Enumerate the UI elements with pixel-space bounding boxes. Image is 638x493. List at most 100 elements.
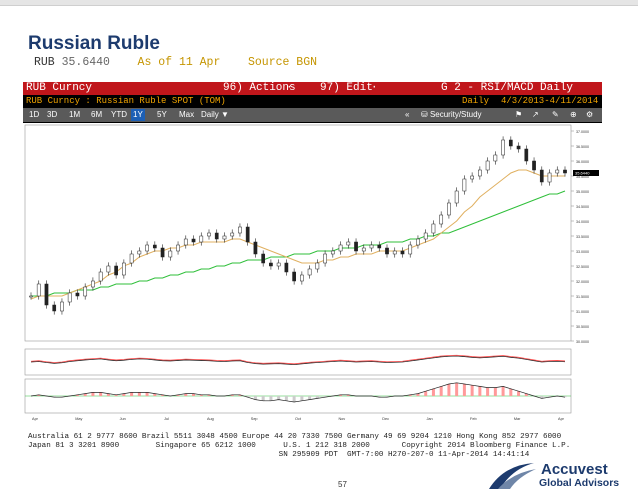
range-button-6m[interactable]: 6M xyxy=(91,110,103,119)
candle-body xyxy=(106,265,111,273)
range-button-ytd[interactable]: YTD xyxy=(111,110,127,119)
range-button-5y[interactable]: 5Y xyxy=(157,110,167,119)
macd-bar xyxy=(184,393,188,396)
ma-short-line xyxy=(30,169,565,300)
candle-body xyxy=(524,148,529,162)
candle-body xyxy=(36,283,41,297)
collapse-icon[interactable]: « xyxy=(405,110,410,119)
macd-bar xyxy=(431,388,435,396)
slide-title: Russian Ruble xyxy=(28,33,160,54)
x-tick-label: Sep xyxy=(251,417,258,421)
range-button-1y[interactable]: 1Y xyxy=(131,109,145,121)
line-tool-icon[interactable]: ↗ xyxy=(532,110,539,119)
y-tick-label: 30.0000 xyxy=(576,340,589,344)
settings-gear-icon[interactable]: ⚙ xyxy=(586,110,594,119)
annotate-icon[interactable]: ✎ xyxy=(552,110,559,119)
security-study-button[interactable]: ⛁ Security/Study xyxy=(419,109,484,121)
chart-toolbar: « ⛁ Security/Study ⚑ ↗ ✎ ⊕ ⚙ 1D 3D 1M 6M YTD… xyxy=(23,108,602,122)
edit-menu[interactable]: 97) Edit xyxy=(320,82,373,94)
security-description-bar: RUB Curncy : Russian Ruble SPOT (TOM) Da… xyxy=(23,96,602,107)
zoom-icon[interactable]: ⊕ xyxy=(570,110,577,119)
pin-icon[interactable]: ⚑ xyxy=(515,110,523,119)
macd-bar xyxy=(455,382,459,396)
candle-body xyxy=(137,250,142,255)
candle-body xyxy=(52,304,57,312)
macd-bar xyxy=(563,396,567,398)
macd-bar xyxy=(277,396,281,400)
range-button-3d[interactable]: 3D xyxy=(47,110,58,119)
macd-bar xyxy=(315,396,319,399)
candle-body xyxy=(478,169,482,177)
y-tick-label: 34.0000 xyxy=(576,220,589,224)
macd-bar xyxy=(106,393,110,396)
candle-body xyxy=(361,247,366,252)
candle-body xyxy=(408,244,413,255)
edit-dropdown-icon[interactable]: · xyxy=(371,82,378,94)
x-tick-label: Jun xyxy=(120,417,126,421)
macd-bar xyxy=(517,391,521,396)
accuvest-logo: Accuvest Global Advisors xyxy=(484,459,634,493)
x-tick-label: Oct xyxy=(295,417,302,421)
x-tick-label: Mar xyxy=(514,417,521,421)
macd-bar xyxy=(161,394,165,396)
period-label: Daily xyxy=(462,96,490,106)
range-button-max[interactable]: Max xyxy=(179,110,195,119)
bloomberg-footer: Australia 61 2 9777 8600 Brazil 5511 304… xyxy=(28,433,570,460)
macd-bar xyxy=(377,396,381,398)
candle-body xyxy=(191,238,196,243)
y-tick-label: 31.5000 xyxy=(576,295,589,299)
candle-body xyxy=(447,202,451,216)
x-tick-label: Dec xyxy=(382,417,389,421)
macd-bar xyxy=(470,385,474,396)
candle-body xyxy=(168,250,173,258)
price-chart[interactable]: 37.0000 36.5000 36.0000 35.5000 35.0000 34.50… xyxy=(23,123,602,440)
macd-bar xyxy=(153,393,157,396)
x-tick-label: Apr xyxy=(32,417,39,421)
macd-bar xyxy=(408,394,412,396)
macd-bar xyxy=(501,386,505,396)
candle-body xyxy=(454,190,459,204)
candle-body xyxy=(176,244,180,252)
last-price-label: 35.6440 xyxy=(575,171,590,176)
x-tick-label: Jul xyxy=(164,417,169,421)
macd-bar xyxy=(230,394,234,396)
slide-top-border xyxy=(0,0,638,6)
quote-source: Source BGN xyxy=(247,56,317,69)
candle-body xyxy=(83,286,88,297)
footer-line: Australia 61 2 9777 8600 Brazil 5511 304… xyxy=(28,433,562,441)
macd-bar xyxy=(548,396,552,398)
candle-body xyxy=(563,169,567,174)
ticker-field[interactable]: RUB Curncy xyxy=(26,82,93,94)
candle-body xyxy=(245,226,250,243)
candle-body xyxy=(485,160,490,171)
candle-body xyxy=(307,268,312,276)
macd-bar xyxy=(91,392,95,396)
range-button-daily[interactable]: Daily ▼ xyxy=(201,110,229,119)
range-button-1d[interactable]: 1D xyxy=(29,110,40,119)
macd-bar xyxy=(292,396,296,402)
range-button-1m[interactable]: 1M xyxy=(69,110,81,119)
logo-swoosh-icon xyxy=(489,463,536,489)
candle-body xyxy=(67,292,72,303)
candle-body xyxy=(392,250,397,255)
candle-body xyxy=(284,262,289,273)
macd-bar xyxy=(269,396,273,401)
candle-body xyxy=(516,145,521,150)
chart-name: G 2 - RSI/MACD Daily xyxy=(441,82,574,94)
candle-body xyxy=(338,244,343,252)
macd-bar xyxy=(238,394,242,396)
y-tick-label: 35.0000 xyxy=(576,190,589,194)
date-range[interactable]: 4/3/2013-4/11/2014 xyxy=(501,96,599,106)
macd-bar xyxy=(246,396,250,398)
actions-menu[interactable]: 96) Actions xyxy=(223,82,296,94)
y-tick-label: 36.0000 xyxy=(576,160,589,164)
macd-bar xyxy=(346,394,350,396)
chart-study-icon: ⛁ xyxy=(421,110,430,119)
macd-bar xyxy=(207,394,211,396)
actions-dropdown-icon[interactable]: · xyxy=(286,82,293,94)
candle-body xyxy=(129,253,134,264)
macd-bar xyxy=(509,388,513,396)
x-tick-label: May xyxy=(75,417,82,421)
x-tick-label: Jan xyxy=(426,417,432,421)
y-tick-label: 32.5000 xyxy=(576,265,589,269)
